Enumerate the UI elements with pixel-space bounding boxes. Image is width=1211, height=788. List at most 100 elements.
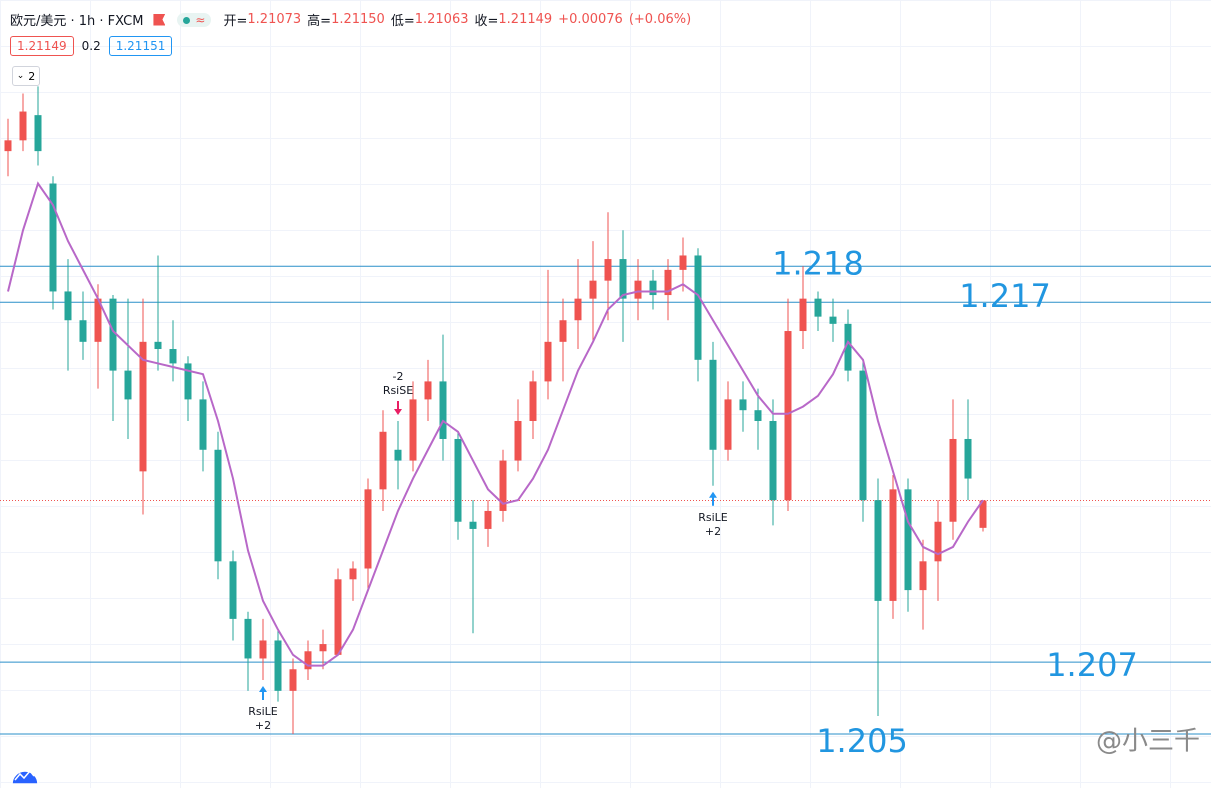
indicator-toggle[interactable]: ⌄ 2: [12, 66, 40, 86]
close-label: 收=: [474, 14, 499, 29]
candle-body: [79, 320, 87, 342]
candle-body: [829, 316, 837, 324]
candle-body: [394, 449, 402, 461]
candle-body: [784, 331, 792, 501]
signal-name: RsiLE: [248, 705, 278, 718]
candle-body: [304, 651, 312, 670]
tv-logo: [11, 769, 39, 785]
level-label: 1.205: [816, 722, 908, 760]
change-pct: (+0.06%): [628, 12, 692, 27]
candle-body: [814, 298, 822, 317]
candle-body: [244, 618, 252, 659]
candle-body: [499, 460, 507, 511]
candle-body: [184, 363, 192, 400]
high-value: 1.21150: [331, 12, 385, 27]
candle-body: [379, 431, 387, 490]
signal-arrow: [259, 686, 267, 701]
candle-body: [559, 320, 567, 342]
candle-body: [409, 399, 417, 461]
spread: 0.2: [81, 39, 101, 53]
candle-body: [259, 640, 267, 659]
candle-body: [4, 140, 12, 152]
candle-body: [334, 579, 342, 655]
legend-header: 欧元/美元 · 1h · FXCM ≈ 开= 1.21073 高= 1.21150 …: [10, 10, 697, 29]
status-pill[interactable]: ≈: [177, 12, 212, 27]
watermark: @小三千: [1096, 727, 1200, 757]
candle-body: [649, 280, 657, 296]
candle-body: [544, 341, 552, 382]
candle-body: [274, 640, 282, 691]
candle-body: [439, 381, 447, 439]
candle-body: [754, 410, 762, 421]
candle-body: [469, 521, 477, 529]
candle-body: [889, 489, 897, 601]
candle-body: [319, 644, 327, 652]
candle-body: [34, 115, 42, 152]
candle-body: [214, 449, 222, 562]
flag-icon[interactable]: [153, 13, 166, 26]
candle-body: [769, 420, 777, 501]
candle-body: [874, 500, 882, 601]
level-label: 1.218: [772, 244, 864, 282]
candle-body: [979, 500, 987, 528]
candle-body: [349, 568, 357, 580]
candle-body: [664, 269, 672, 296]
candle-body: [109, 298, 117, 371]
candle-body: [199, 399, 207, 450]
bid-box[interactable]: 1.21149: [10, 36, 74, 56]
candle-body: [904, 489, 912, 591]
open-label: 开=: [223, 14, 248, 29]
candle-body: [154, 341, 162, 350]
candle-body: [94, 298, 102, 342]
candle-body: [949, 438, 957, 522]
candle-body: [619, 259, 627, 299]
change: +0.00076: [558, 12, 623, 27]
candle-body: [724, 399, 732, 450]
candle-body: [919, 561, 927, 591]
candle-body: [634, 280, 642, 299]
low-value: 1.21063: [414, 12, 469, 27]
candle-body: [709, 359, 717, 450]
candle-body: [454, 438, 462, 522]
level-label: 1.217: [959, 277, 1051, 315]
candle-body: [934, 521, 942, 562]
candle-body: [124, 370, 132, 400]
signal-qty: +2: [705, 525, 721, 538]
candle-body: [859, 370, 867, 501]
candle-body: [229, 561, 237, 619]
signal-qty: +2: [255, 719, 271, 732]
candle-body: [49, 183, 57, 292]
signal-arrow: [709, 491, 717, 506]
close-value: 1.21149: [498, 12, 553, 27]
candle-body: [574, 298, 582, 321]
candle-body: [589, 280, 597, 299]
signal-name: RsiLE: [698, 511, 728, 524]
candle-body: [19, 111, 27, 141]
candle-body: [64, 291, 72, 321]
symbol[interactable]: 欧元/美元 · 1h · FXCM: [10, 14, 144, 29]
price-boxes: 1.21149 0.2 1.21151: [10, 36, 173, 56]
candle-body: [484, 510, 492, 529]
candle-body: [799, 298, 807, 332]
candle-body: [514, 420, 522, 461]
candle-body: [289, 669, 297, 691]
candle-body: [139, 341, 147, 472]
candle-body: [529, 381, 537, 421]
candle-body: [364, 489, 372, 569]
candle-body: [679, 255, 687, 270]
ask-box[interactable]: 1.21151: [108, 36, 173, 56]
signal-name: RsiSE: [383, 384, 413, 397]
signal-arrow: [394, 400, 402, 415]
signal-qty: -2: [393, 370, 404, 383]
level-label: 1.207: [1046, 646, 1138, 684]
candle-body: [694, 255, 702, 360]
candle-body: [169, 349, 177, 364]
candle-body: [424, 381, 432, 400]
indicator-count: 2: [28, 69, 36, 83]
open-value: 1.21073: [247, 12, 302, 27]
candle-body: [739, 399, 747, 411]
high-label: 高=: [307, 14, 332, 29]
candle-body: [844, 323, 852, 371]
